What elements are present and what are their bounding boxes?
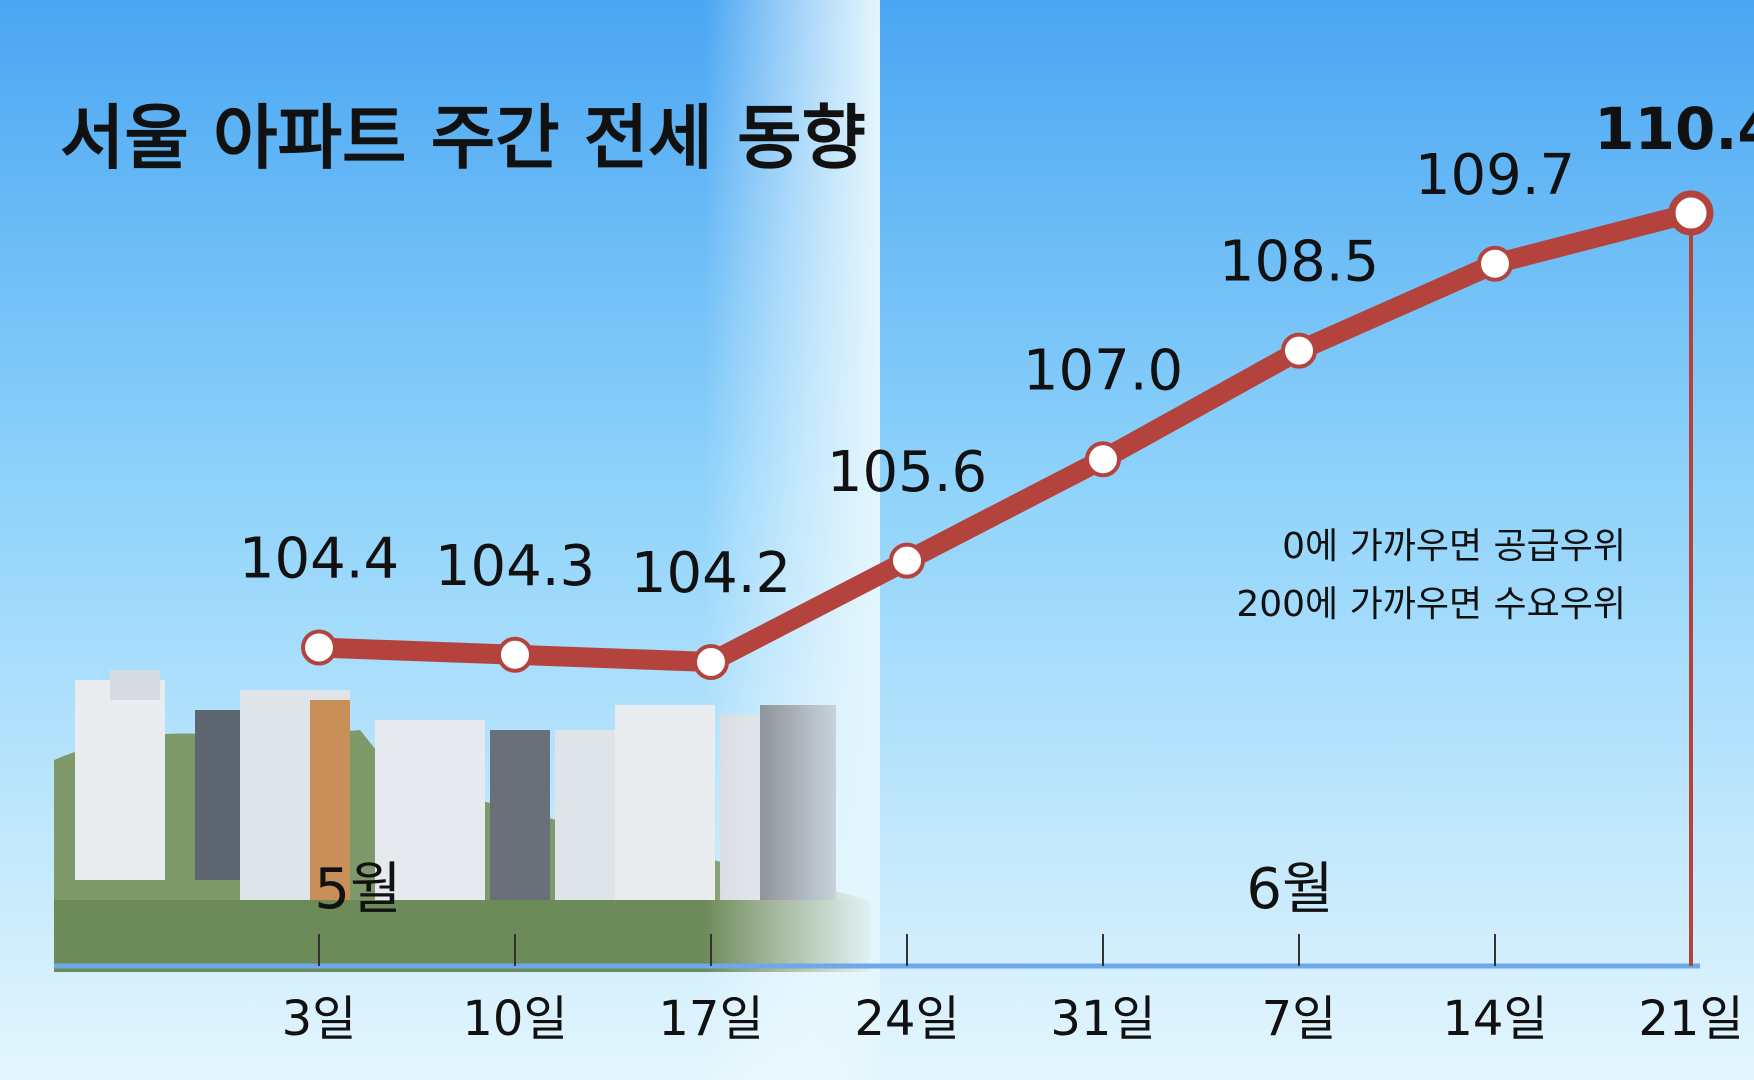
data-label: 104.4 — [239, 527, 399, 592]
note: 0에 가까우면 공급우위 — [1282, 526, 1626, 567]
data-point — [889, 542, 925, 579]
month-label: 5월 — [314, 857, 401, 922]
x-tick-label: 31일 — [1050, 991, 1155, 1047]
x-tick-label: 24일 — [854, 991, 959, 1047]
data-label: 104.3 — [435, 534, 595, 599]
month-label: 6월 — [1246, 857, 1333, 922]
data-point — [1281, 332, 1317, 369]
data-label: 107.0 — [1023, 338, 1183, 403]
building-illustration — [0, 0, 880, 1080]
data-point — [497, 636, 533, 673]
data-label: 110.4 — [1594, 95, 1754, 163]
data-point — [1477, 245, 1513, 282]
x-tick-label: 3일 — [282, 991, 357, 1047]
x-tick-label: 14일 — [1442, 991, 1547, 1047]
data-label: 104.2 — [631, 541, 791, 606]
data-point — [301, 629, 337, 666]
data-point — [1085, 441, 1121, 478]
chart-title: 서울 아파트 주간 전세 동향 — [60, 97, 866, 179]
note: 200에 가까우면 수요우위 — [1236, 584, 1626, 625]
data-point — [693, 644, 729, 680]
data-label: 108.5 — [1219, 230, 1379, 295]
x-tick-label: 17일 — [658, 991, 763, 1047]
data-label: 109.7 — [1415, 143, 1575, 208]
data-label: 105.6 — [827, 440, 987, 505]
data-point — [1668, 190, 1714, 236]
data-line — [318, 203, 1694, 672]
x-tick-label: 21일 — [1638, 991, 1743, 1047]
x-tick-label: 10일 — [462, 991, 567, 1047]
x-tick-label: 7일 — [1262, 991, 1337, 1047]
